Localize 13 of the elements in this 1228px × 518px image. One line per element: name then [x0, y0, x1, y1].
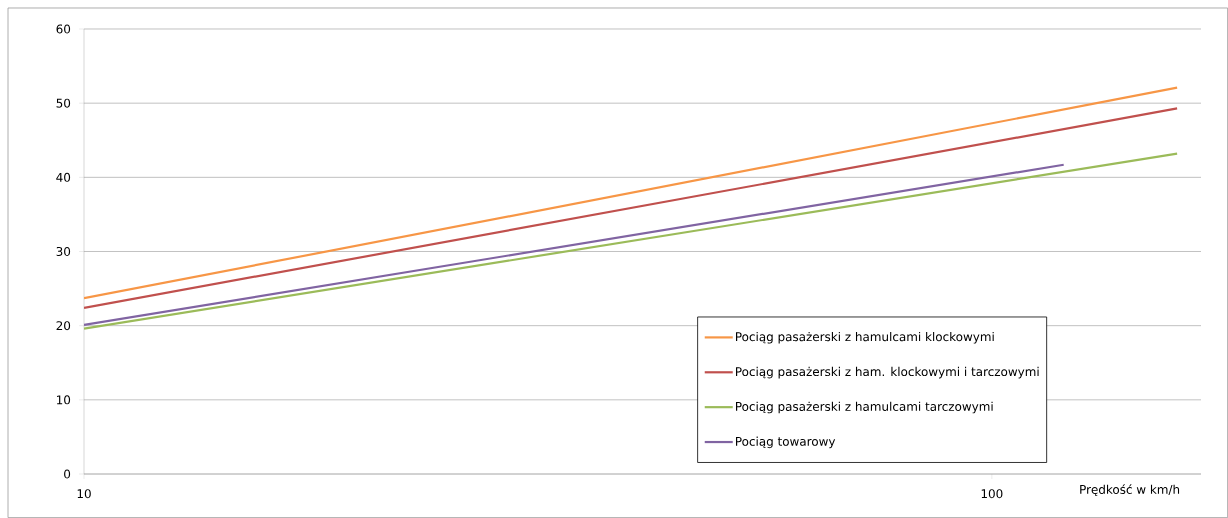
y-tick-label: 40 [56, 172, 71, 182]
legend-label: Pociąg pasażerski z ham. klockowymi i tarczowymi [736, 366, 1039, 379]
y-tick-label: 0 [64, 469, 71, 479]
x-axis-title: Prędkość w km/h [1080, 484, 1180, 497]
legend-label: Pociąg pasażerski z hamulcami klockowymi [736, 331, 994, 344]
y-tick-label: 60 [56, 24, 71, 34]
legend-label: Pociąg towarowy [736, 436, 836, 449]
legend-label: Pociąg pasażerski z hamulcami tarczowymi [736, 401, 993, 414]
y-tick-label: 30 [56, 246, 71, 257]
y-tick-label: 50 [56, 98, 71, 108]
y-tick-label: 20 [56, 321, 71, 331]
y-tick-label: 10 [57, 395, 71, 405]
x-tick-label: 100 [981, 489, 1003, 499]
